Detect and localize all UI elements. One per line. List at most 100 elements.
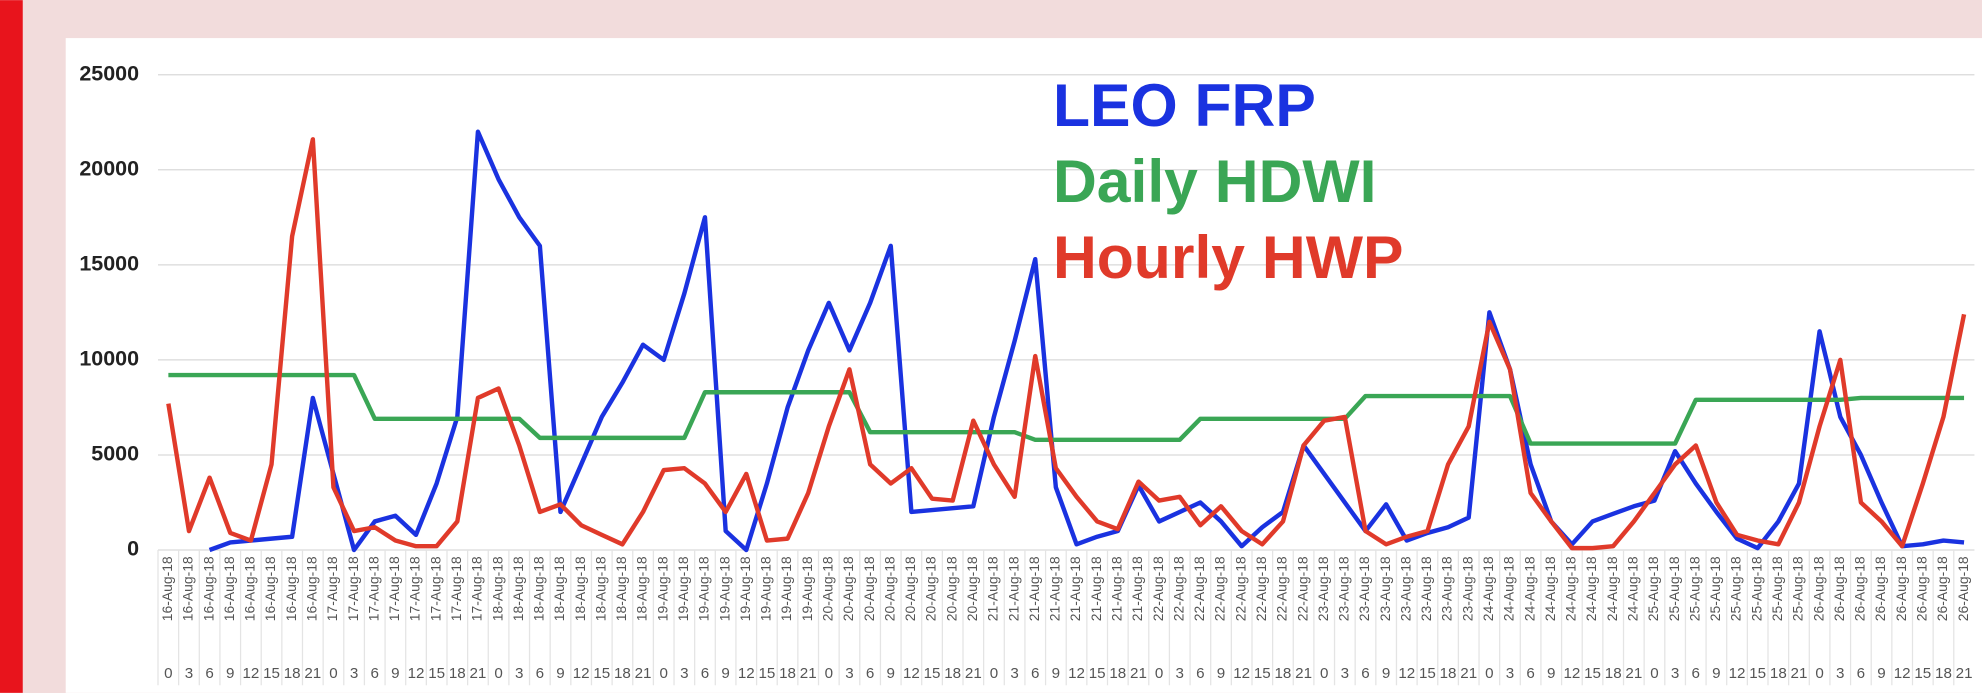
legend-label: Daily HDWI (1053, 147, 1377, 215)
x-tick-label: 6 (701, 665, 709, 682)
x-tick-label: 9 (556, 665, 564, 682)
x-date-label: 26-Aug-18 (1810, 556, 1826, 621)
x-tick-label: 15 (758, 665, 775, 682)
x-date-label: 19-Aug-18 (696, 556, 712, 621)
x-tick-label: 21 (800, 665, 817, 682)
x-date-label: 22-Aug-18 (1232, 556, 1248, 621)
x-tick-label: 0 (1815, 665, 1823, 682)
x-date-label: 16-Aug-18 (180, 556, 196, 621)
x-date-label: 16-Aug-18 (283, 556, 299, 621)
x-tick-label: 0 (990, 665, 998, 682)
x-tick-label: 21 (1130, 665, 1147, 682)
x-date-label: 26-Aug-18 (1872, 556, 1888, 621)
x-tick-label: 6 (1031, 665, 1039, 682)
x-tick-label: 9 (1217, 665, 1225, 682)
x-date-label: 19-Aug-18 (799, 556, 815, 621)
x-date-label: 19-Aug-18 (778, 556, 794, 621)
y-tick-label: 20000 (79, 156, 139, 180)
x-date-label: 24-Aug-18 (1563, 556, 1579, 621)
x-date-label: 21-Aug-18 (985, 556, 1001, 621)
x-date-label: 18-Aug-18 (489, 556, 505, 621)
x-date-label: 22-Aug-18 (1150, 556, 1166, 621)
x-tick-label: 21 (1956, 665, 1973, 682)
x-tick-label: 0 (1485, 665, 1493, 682)
x-date-label: 24-Aug-18 (1583, 556, 1599, 621)
x-date-label: 16-Aug-18 (221, 556, 237, 621)
x-tick-label: 12 (573, 665, 590, 682)
x-date-label: 25-Aug-18 (1728, 556, 1744, 621)
x-date-label: 23-Aug-18 (1336, 556, 1352, 621)
x-tick-label: 9 (1052, 665, 1060, 682)
x-tick-label: 12 (1398, 665, 1415, 682)
x-tick-label: 15 (1089, 665, 1106, 682)
x-date-label: 26-Aug-18 (1893, 556, 1909, 621)
x-tick-label: 6 (371, 665, 379, 682)
x-date-label: 23-Aug-18 (1356, 556, 1372, 621)
x-tick-label: 6 (1692, 665, 1700, 682)
x-tick-label: 12 (242, 665, 259, 682)
x-tick-label: 6 (1361, 665, 1369, 682)
x-date-label: 24-Aug-18 (1501, 556, 1517, 621)
x-date-label: 22-Aug-18 (1274, 556, 1290, 621)
x-date-label: 20-Aug-18 (840, 556, 856, 621)
x-date-label: 17-Aug-18 (386, 556, 402, 621)
x-tick-label: 9 (226, 665, 234, 682)
x-tick-label: 21 (1460, 665, 1477, 682)
x-date-label: 24-Aug-18 (1480, 556, 1496, 621)
x-date-label: 21-Aug-18 (1129, 556, 1145, 621)
x-tick-label: 3 (1671, 665, 1679, 682)
x-date-label: 22-Aug-18 (1170, 556, 1186, 621)
x-tick-label: 12 (738, 665, 755, 682)
x-date-label: 18-Aug-18 (531, 556, 547, 621)
x-date-label: 17-Aug-18 (345, 556, 361, 621)
y-tick-label: 0 (127, 537, 139, 561)
x-date-label: 18-Aug-18 (634, 556, 650, 621)
x-date-label: 16-Aug-18 (303, 556, 319, 621)
x-date-label: 22-Aug-18 (1294, 556, 1310, 621)
y-tick-label: 10000 (79, 347, 139, 371)
x-tick-label: 15 (428, 665, 445, 682)
x-date-label: 23-Aug-18 (1397, 556, 1413, 621)
x-date-label: 20-Aug-18 (820, 556, 836, 621)
x-date-label: 23-Aug-18 (1459, 556, 1475, 621)
x-tick-label: 15 (593, 665, 610, 682)
x-tick-label: 9 (887, 665, 895, 682)
x-tick-label: 0 (1650, 665, 1658, 682)
x-tick-label: 9 (1877, 665, 1885, 682)
x-tick-label: 18 (1275, 665, 1292, 682)
x-date-label: 16-Aug-18 (200, 556, 216, 621)
x-date-label: 20-Aug-18 (923, 556, 939, 621)
x-date-label: 21-Aug-18 (1088, 556, 1104, 621)
x-date-label: 19-Aug-18 (654, 556, 670, 621)
x-date-label: 24-Aug-18 (1604, 556, 1620, 621)
x-date-label: 21-Aug-18 (1067, 556, 1083, 621)
x-date-label: 23-Aug-18 (1377, 556, 1393, 621)
x-tick-label: 18 (1770, 665, 1787, 682)
x-tick-label: 12 (408, 665, 425, 682)
x-date-label: 19-Aug-18 (758, 556, 774, 621)
x-tick-label: 21 (1295, 665, 1312, 682)
x-tick-label: 6 (866, 665, 874, 682)
x-date-label: 25-Aug-18 (1666, 556, 1682, 621)
x-tick-label: 18 (944, 665, 961, 682)
x-tick-label: 15 (1419, 665, 1436, 682)
x-date-label: 25-Aug-18 (1769, 556, 1785, 621)
series-line (208, 129, 1965, 553)
x-tick-label: 15 (924, 665, 941, 682)
x-date-label: 17-Aug-18 (469, 556, 485, 621)
x-date-label: 23-Aug-18 (1315, 556, 1331, 621)
x-date-label: 24-Aug-18 (1542, 556, 1558, 621)
x-date-label: 20-Aug-18 (861, 556, 877, 621)
x-date-label: 16-Aug-18 (262, 556, 278, 621)
x-date-label: 22-Aug-18 (1253, 556, 1269, 621)
x-tick-label: 6 (1857, 665, 1865, 682)
x-tick-label: 9 (1382, 665, 1390, 682)
x-date-label: 20-Aug-18 (943, 556, 959, 621)
x-tick-label: 18 (284, 665, 301, 682)
x-tick-label: 21 (470, 665, 487, 682)
x-date-label: 23-Aug-18 (1439, 556, 1455, 621)
x-date-label: 26-Aug-18 (1934, 556, 1950, 621)
x-tick-label: 9 (391, 665, 399, 682)
x-tick-label: 6 (1196, 665, 1204, 682)
